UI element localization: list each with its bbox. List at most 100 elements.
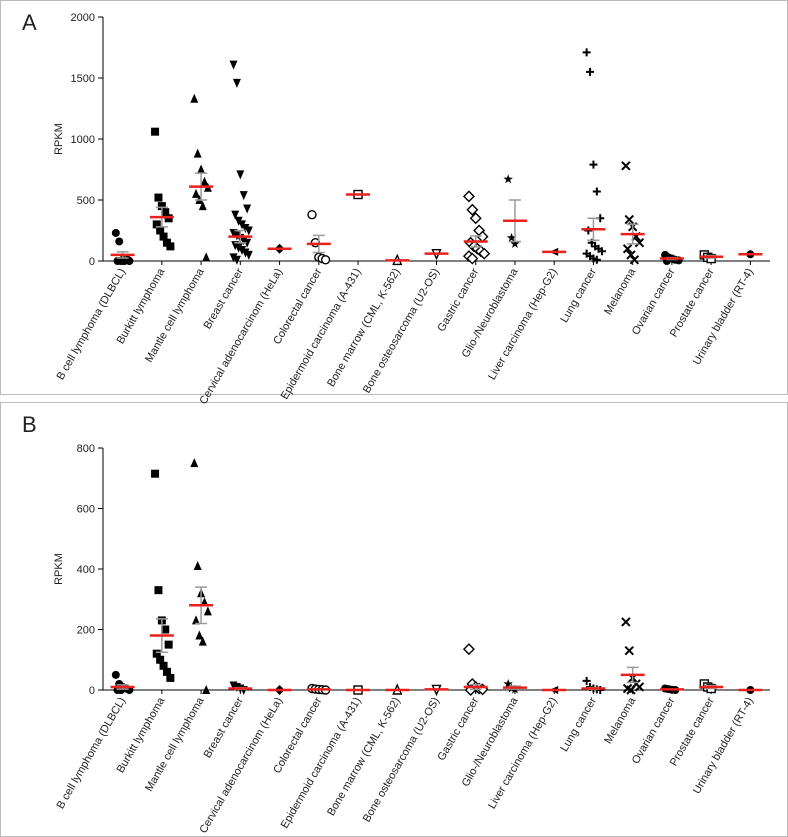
x-tick-label: Gastric cancer [435,695,481,763]
data-point [634,237,645,248]
data-point [157,202,166,211]
data-point [592,187,601,196]
y-axis-label: RPKM [53,553,65,585]
data-point [151,469,160,478]
x-tick-label: Melanoma [602,266,639,317]
data-point [159,232,168,241]
data-point [198,636,207,646]
data-point [506,232,517,242]
data-point [462,643,475,656]
data-point [152,220,161,229]
data-point [239,236,248,246]
x-tick-label: Gastric cancer [435,266,481,334]
data-point [244,226,253,236]
data-point [622,244,633,254]
data-point [123,255,132,264]
data-point [466,203,479,216]
data-point [161,625,170,634]
data-point [193,148,202,158]
data-point [462,190,475,203]
data-point [621,617,631,627]
data-point [626,685,636,695]
data-point [629,255,640,265]
data-point [154,586,163,595]
data-point [243,204,252,214]
data-point [202,252,211,262]
x-tick-label: Bone osteosarcoma (U2-OS) [361,267,442,396]
data-point [592,255,601,264]
y-tick-label: 400 [77,564,95,576]
x-tick-label: Bone marrow (CML, K-562) [325,696,403,818]
data-point [115,237,124,246]
data-point [111,228,120,237]
x-tick-label: Liver carcinoma (Hep-G2) [486,696,560,812]
data-point [200,597,209,607]
x-tick-label: B cell lymphoma (DLBCL) [55,267,129,383]
panel-label: B [22,412,37,437]
x-tick-label: Cervical adenocarcinom (HeLa) [197,267,285,407]
data-point [229,60,238,70]
data-point [238,246,247,256]
data-point [320,255,331,265]
x-tick-label: Lung cancer [558,695,599,754]
data-point [159,661,168,670]
y-tick-label: 200 [77,625,95,637]
x-tick-label: Melanoma [602,695,639,746]
y-axis-label: RPKM [53,123,65,155]
data-point [589,160,598,169]
data-point [624,645,634,656]
data-point [244,250,253,260]
x-tick-label: Epidermoid carcinoma (A-431) [279,696,364,831]
data-point [626,250,636,260]
data-point [156,226,165,235]
data-point [597,247,606,256]
data-point [234,243,243,253]
data-point [154,193,163,202]
data-point [478,247,491,260]
data-point [193,560,202,570]
x-tick-label: Epidermoid carcinoma (A-431) [279,267,364,402]
data-point [624,214,634,225]
x-tick-label: Ovarian cancer [630,266,678,337]
data-point [161,208,170,217]
data-point [164,640,173,649]
x-tick-label: Breast cancer [202,266,246,331]
data-point [503,174,513,184]
data-point [195,630,204,640]
data-point [469,212,482,225]
data-point [229,253,238,263]
data-point [634,682,645,692]
data-point [156,655,165,664]
y-tick-label: 1000 [71,134,95,146]
x-tick-label: Lung cancer [558,266,599,325]
data-point [503,678,513,688]
data-point [190,93,199,103]
y-tick-label: 1500 [71,73,95,85]
data-point [162,667,171,676]
y-tick-label: 600 [77,504,95,516]
data-point [197,164,206,174]
data-point [202,685,211,694]
data-point [239,191,248,201]
data-point [510,238,520,248]
data-point [231,210,240,220]
data-point [621,161,631,171]
y-tick-label: 800 [77,443,95,455]
data-point [200,176,209,186]
x-tick-label: B cell lymphoma (DLBCL) [55,696,129,812]
data-point [582,676,591,685]
y-tick-label: 2000 [71,12,95,24]
data-point [232,78,241,88]
data-point [236,170,245,180]
data-point [190,458,199,468]
y-tick-label: 0 [89,685,95,697]
y-tick-label: 500 [77,195,95,207]
data-point [191,188,200,198]
panel-label: A [22,10,37,35]
x-tick-label: Bone osteosarcoma (U2-OS) [361,696,442,825]
y-tick-label: 0 [89,256,95,268]
data-point [166,673,175,682]
data-point [582,48,591,57]
x-tick-label: Ovarian cancer [630,695,678,766]
data-point [198,201,207,211]
